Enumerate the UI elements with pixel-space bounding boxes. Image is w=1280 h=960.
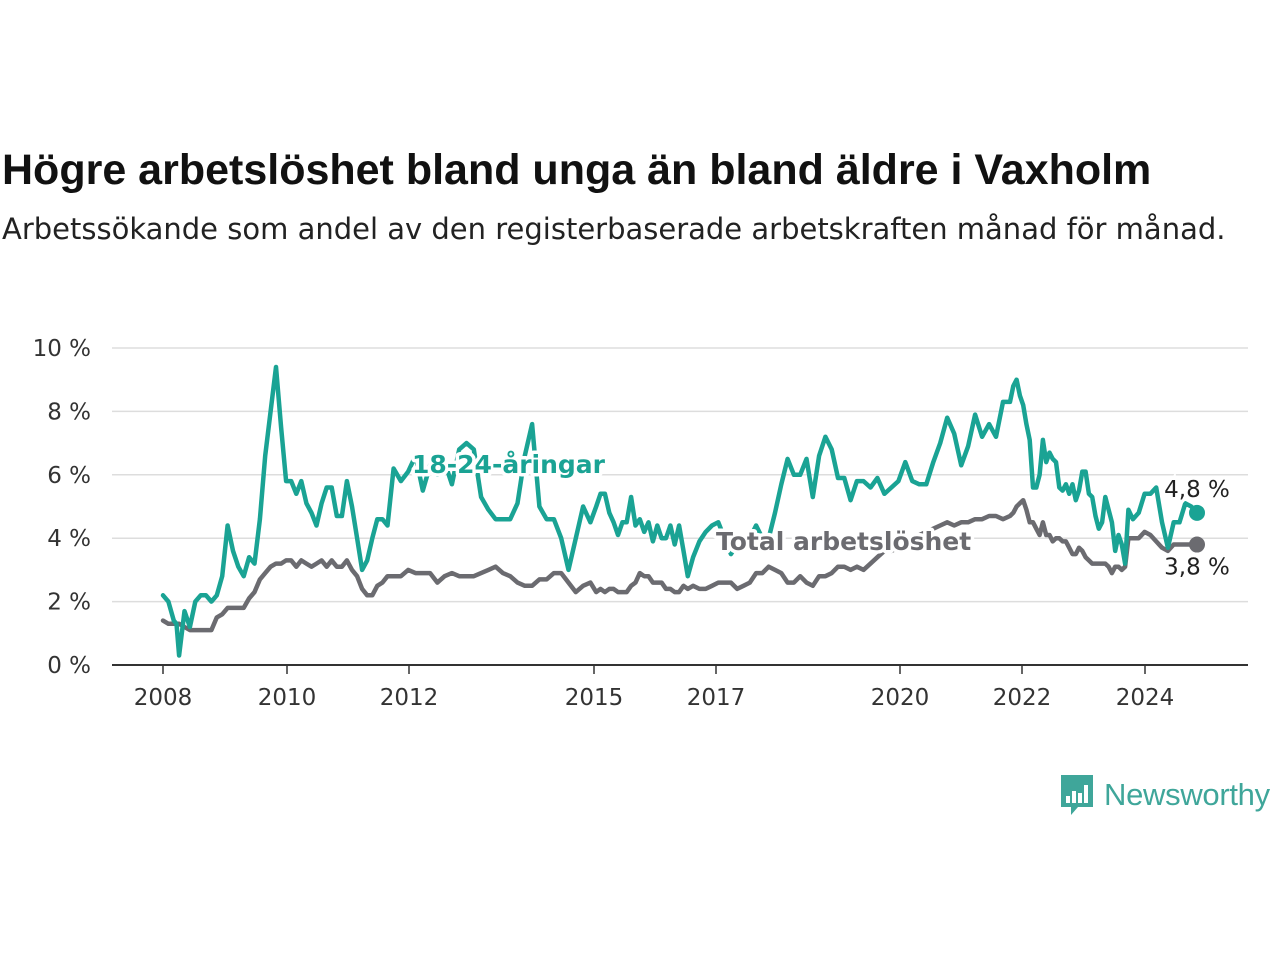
bar-chart-speech-bubble-icon <box>1061 775 1093 815</box>
y-tick-label: 4 % <box>47 526 91 552</box>
series-end-value-label: 4,8 % <box>1164 477 1230 503</box>
series-line <box>160 364 1200 658</box>
gridlines <box>112 347 1248 666</box>
x-tick-label: 2020 <box>871 685 930 711</box>
x-tick-label: 2022 <box>993 685 1052 711</box>
x-tick-label: 2008 <box>134 685 193 711</box>
y-tick-label: 8 % <box>47 399 91 425</box>
brand-name: Newsworthy <box>1104 777 1270 812</box>
series-end-point <box>1189 536 1205 553</box>
series-end-point <box>1189 504 1205 521</box>
x-tick-label: 2024 <box>1116 685 1175 711</box>
y-tick-label: 6 % <box>47 463 91 489</box>
line-chart: 0 % 2 % 4 % 6 % 8 % 10 % 2008 2010 2012 2015 2017… <box>33 336 1248 711</box>
y-tick-label: 10 % <box>33 336 91 362</box>
y-tick-label: 2 % <box>47 590 91 616</box>
y-tick-label: 0 % <box>47 653 91 679</box>
series-line <box>160 497 1200 633</box>
series-lines <box>160 364 1200 658</box>
series-labels: 4,8 % 3,8 % 18-24-åringar Total arbetslöshe… <box>409 447 1233 584</box>
series-name-label: 18-24-åringar <box>412 450 606 479</box>
series-end-value-label: 3,8 % <box>1164 555 1230 581</box>
x-axis-tick-labels: 2008 2010 2012 2015 2017 2020 2022 2024 <box>134 665 1175 711</box>
y-axis-tick-labels: 0 % 2 % 4 % 6 % 8 % 10 % <box>33 336 91 679</box>
x-tick-label: 2015 <box>565 685 624 711</box>
x-tick-label: 2010 <box>258 685 317 711</box>
newsworthy-logo: Newsworthy <box>1058 772 1270 818</box>
x-tick-label: 2012 <box>380 685 439 711</box>
chart-title: Högre arbetslöshet bland unga än bland ä… <box>2 146 1152 194</box>
series-name-label: Total arbetslöshet <box>716 527 971 556</box>
x-tick-label: 2017 <box>687 685 746 711</box>
chart-subtitle: Arbetssökande som andel av den registerb… <box>2 212 1226 246</box>
